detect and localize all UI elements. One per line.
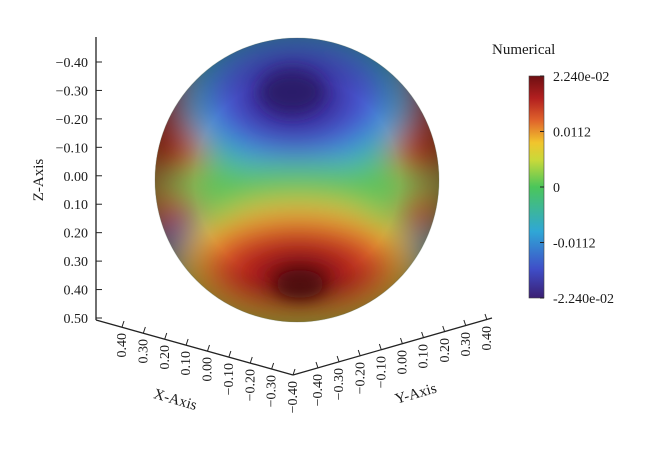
colorbar-tick-label: 0.0112: [553, 126, 591, 141]
y-tick-label: 0.20: [438, 338, 453, 363]
z-tick-label: −0.30: [56, 84, 88, 99]
x-tick-label: 0.40: [115, 333, 130, 358]
x-tick-label: 0.30: [136, 339, 151, 364]
x-tick-label: 0.10: [179, 351, 194, 376]
y-tick-mark: [421, 331, 425, 339]
y-tick-mark: [336, 355, 340, 363]
colorbar-tick-label: 0: [553, 181, 560, 196]
y-tick-label: −0.30: [332, 368, 347, 400]
y-tick-mark: [442, 325, 446, 333]
y-tick-label: 0.30: [459, 332, 474, 357]
x-tick-label: 0.20: [158, 345, 173, 370]
x-tick-mark: [185, 338, 189, 346]
y-tick-mark: [463, 319, 467, 327]
z-tick-label: 0.10: [64, 198, 89, 213]
x-tick-label: −0.10: [222, 363, 237, 395]
y-axis-title: Y-Axis: [393, 381, 438, 408]
x-tick-mark: [249, 356, 253, 364]
y-tick-mark: [357, 349, 361, 357]
axes: −0.40−0.30−0.20−0.100.000.100.200.300.40…: [31, 37, 495, 414]
y-tick-mark: [378, 343, 382, 351]
x-tick-mark: [207, 344, 210, 352]
y-axis-ticks: −0.40 −0.30 −0.20 −0.10 0.00 0.10 0.20 0.30 0.40: [311, 313, 495, 406]
z-tick-label: 0.20: [64, 227, 89, 242]
colorbar-tick-label: 2.240e-02: [553, 70, 609, 85]
sphere-surface: [154, 37, 440, 323]
x-tick-label: 0.00: [201, 357, 216, 382]
colorbar-title: Numerical: [492, 42, 555, 58]
y-tick-label: 0.00: [396, 350, 411, 375]
z-tick-label: 0.30: [64, 255, 89, 270]
colorbar-tick-label: -2.240e-02: [553, 292, 614, 307]
y-axis-line: [292, 317, 493, 376]
x-axis-title: X-Axis: [152, 386, 199, 414]
x-axis-line: [95, 319, 294, 376]
z-tick-label: 0.50: [64, 312, 89, 327]
colorbar-ticks: 2.240e-02 0.0112 0 -0.0112 -2.240e-02: [540, 70, 614, 307]
x-tick-mark: [142, 326, 146, 334]
y-tick-mark: [484, 313, 488, 321]
x-tick-mark: [292, 368, 296, 376]
y-tick-mark: [315, 361, 319, 369]
y-tick-label: 0.10: [417, 344, 432, 369]
x-tick-mark: [228, 350, 232, 358]
x-tick-label: −0.40: [286, 381, 301, 413]
y-tick-label: −0.10: [374, 356, 389, 388]
colorbar: Numerical 2.240e-02 0.0112 0 -0.0112 -2.240e…: [492, 42, 614, 307]
z-tick-label: −0.10: [56, 141, 88, 156]
x-tick-label: −0.30: [265, 375, 280, 407]
y-tick-mark: [400, 337, 403, 345]
x-axis-ticks: 0.40 0.30 0.20 0.10 0.00 −0.10 −0.20 −0.30 −0.40: [115, 320, 301, 413]
z-tick-label: 0.00: [64, 170, 89, 185]
y-tick-label: −0.40: [311, 374, 326, 406]
colorbar-tick-label: -0.0112: [553, 237, 596, 252]
x-tick-mark: [164, 332, 168, 340]
y-tick-label: 0.40: [480, 326, 495, 351]
x-tick-label: −0.20: [243, 369, 258, 401]
z-axis-title: Z-Axis: [31, 159, 47, 202]
x-tick-mark: [121, 320, 125, 328]
z-tick-label: −0.40: [56, 56, 88, 71]
x-tick-mark: [271, 362, 275, 370]
z-tick-label: −0.20: [56, 113, 88, 128]
z-tick-label: 0.40: [64, 284, 89, 299]
z-axis-ticks: −0.40 −0.30 −0.20 −0.10 0.00 0.10 0.20 0.30 0.40…: [56, 56, 102, 327]
y-tick-label: −0.20: [353, 362, 368, 394]
